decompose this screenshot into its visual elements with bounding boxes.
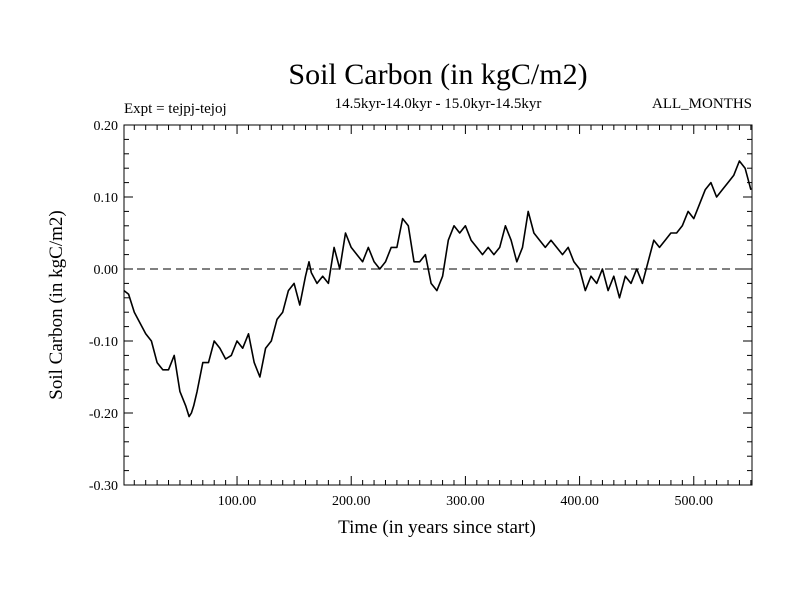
axis-ticks	[124, 124, 752, 486]
x-tick-label: 200.00	[332, 494, 371, 509]
y-tick-label: -0.20	[89, 407, 118, 422]
y-tick-label: 0.00	[94, 263, 119, 278]
x-tick-label: 400.00	[560, 494, 599, 509]
experiment-label: Expt = tejpj-tejoj	[124, 101, 227, 117]
x-axis-label: Time (in years since start)	[338, 517, 536, 538]
y-tick-label: -0.30	[89, 479, 118, 494]
x-tick-label: 300.00	[446, 494, 485, 509]
y-tick-label: 0.10	[94, 191, 119, 206]
y-tick-label: -0.10	[89, 335, 118, 350]
y-axis-label: Soil Carbon (in kgC/m2)	[46, 210, 67, 399]
x-tick-label: 500.00	[675, 494, 714, 509]
plot-frame	[123, 124, 753, 486]
series-line-soil-carbon	[123, 160, 752, 418]
x-tick-label: 100.00	[218, 494, 257, 509]
tick-labels: 100.00 200.00 300.00 400.00 500.00 0.20 0.10 0.…	[89, 119, 713, 509]
months-label: ALL_MONTHS	[652, 96, 752, 112]
chart-title: Soil Carbon (in kgC/m2)	[288, 58, 587, 91]
y-tick-label: 0.20	[94, 119, 119, 134]
chart-subtitle: 14.5kyr-14.0kyr - 15.0kyr-14.5kyr	[335, 96, 542, 112]
